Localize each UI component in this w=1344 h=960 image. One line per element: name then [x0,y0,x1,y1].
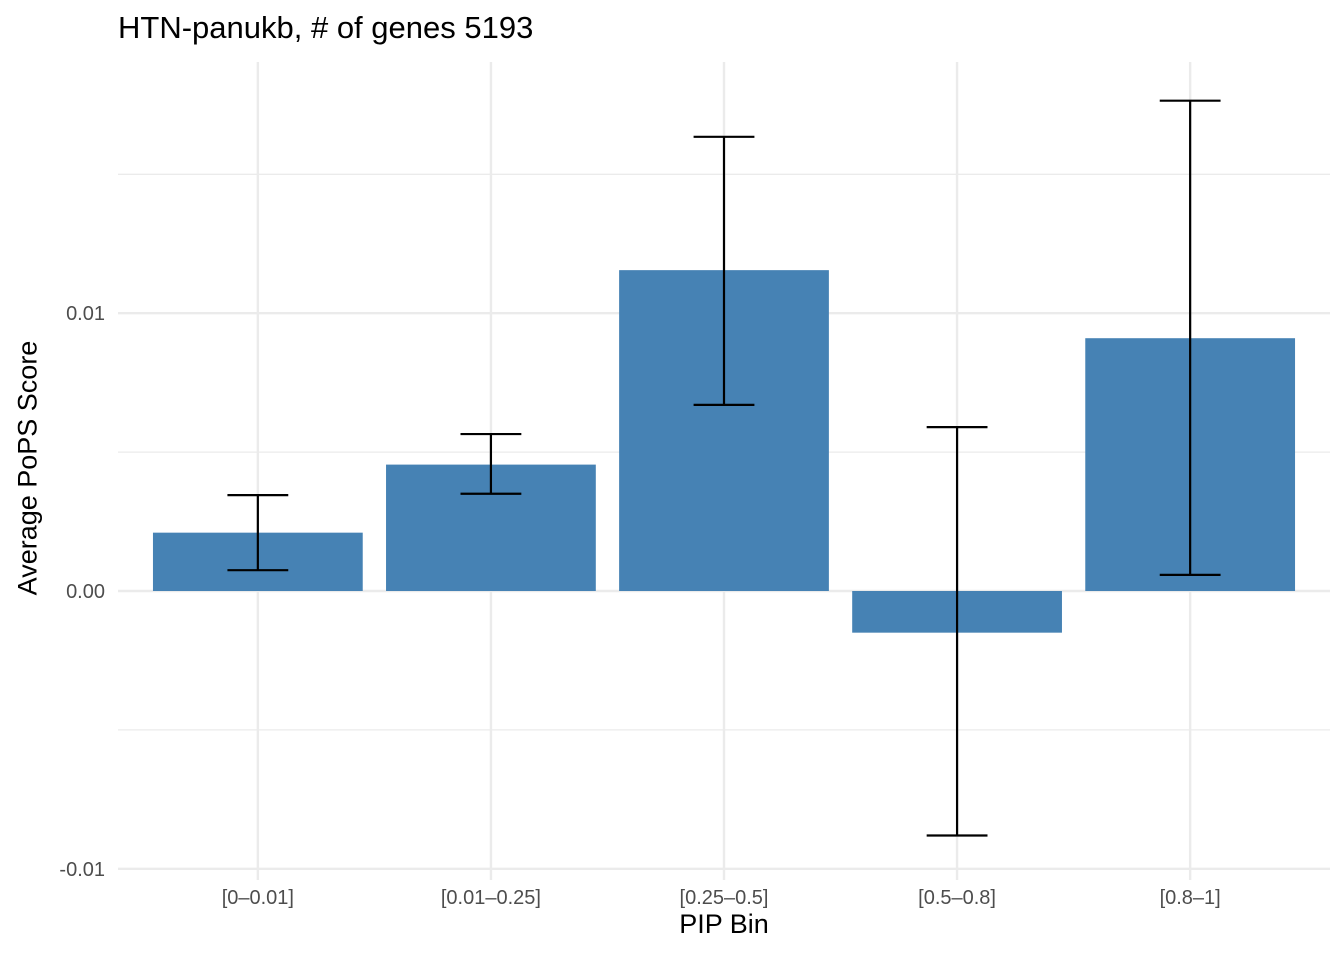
x-tick-label: [0.5–0.8] [918,887,996,909]
x-tick-label: [0.8–1] [1160,887,1221,909]
x-axis-title: PIP Bin [679,909,769,939]
x-tick-label: [0.01–0.25] [441,887,541,909]
x-tick-label: [0–0.01] [222,887,294,909]
chart-title: HTN-panukb, # of genes 5193 [118,10,534,45]
x-tick-label: [0.25–0.5] [680,887,769,909]
y-axis-title: Average PoPS Score [12,340,43,596]
y-tick-label: 0.01 [66,303,105,325]
y-tick-label: 0.00 [66,581,105,603]
y-tick-label: -0.01 [59,859,105,881]
